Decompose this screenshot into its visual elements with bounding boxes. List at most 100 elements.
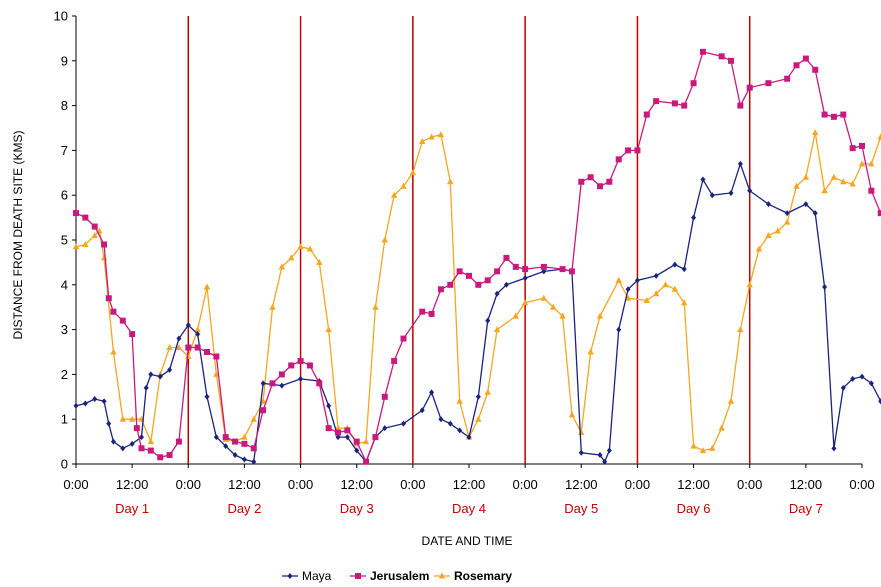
- data-point-jerusalem: [728, 57, 734, 64]
- data-point-maya: [868, 380, 874, 387]
- data-point-jerusalem: [690, 80, 697, 87]
- y-tick-label: 2: [61, 367, 68, 382]
- data-point-jerusalem: [353, 438, 360, 445]
- data-point-jerusalem: [129, 331, 136, 338]
- data-point-jerusalem: [381, 393, 388, 400]
- data-point-rosemary: [615, 276, 622, 283]
- data-point-rosemary: [578, 429, 585, 436]
- y-tick-label: 8: [61, 98, 68, 113]
- data-point-jerusalem: [250, 445, 257, 452]
- data-point-jerusalem: [428, 310, 435, 317]
- x-tick-label: 0:00: [625, 477, 650, 492]
- day-label: Day 5: [564, 501, 598, 516]
- x-tick-label: 0:00: [849, 477, 874, 492]
- data-point-maya: [728, 189, 734, 196]
- data-point-jerusalem: [372, 434, 379, 441]
- data-point-jerusalem: [241, 440, 248, 447]
- data-point-rosemary: [306, 245, 314, 252]
- data-point-rosemary: [203, 283, 211, 290]
- data-point-jerusalem: [634, 147, 641, 154]
- data-point-rosemary: [250, 415, 257, 422]
- data-point-jerusalem: [625, 147, 632, 154]
- data-point-rosemary: [840, 178, 847, 185]
- data-point-rosemary: [82, 240, 89, 247]
- data-point-jerusalem: [400, 335, 407, 342]
- data-point-rosemary: [390, 191, 398, 198]
- data-point-maya: [494, 290, 500, 297]
- data-point-maya: [260, 380, 266, 387]
- data-point-rosemary: [746, 281, 753, 288]
- x-tick-label: 0:00: [400, 477, 425, 492]
- data-point-jerusalem: [157, 454, 164, 461]
- data-point-rosemary: [718, 424, 725, 431]
- data-point-rosemary: [709, 444, 716, 451]
- data-point-rosemary: [624, 294, 632, 301]
- legend-label-rosemary: Rosemary: [454, 569, 512, 583]
- data-point-jerusalem: [784, 75, 791, 82]
- legend: Maya Jerusalem Rosemary: [282, 569, 512, 583]
- data-point-maya: [737, 160, 743, 167]
- data-point-jerusalem: [278, 371, 285, 378]
- legend-label-jerusalem: Jerusalem: [370, 569, 429, 583]
- data-point-maya: [326, 402, 332, 409]
- data-point-jerusalem: [840, 111, 847, 118]
- data-point-rosemary: [91, 232, 98, 239]
- data-point-rosemary: [568, 411, 576, 418]
- data-point-jerusalem: [597, 183, 603, 190]
- data-point-jerusalem: [447, 281, 454, 288]
- x-tick-label: 12:00: [116, 477, 149, 492]
- x-tick-label: 12:00: [790, 477, 823, 492]
- data-point-rosemary: [447, 178, 454, 185]
- data-point-jerusalem: [204, 349, 210, 355]
- data-point-rosemary: [259, 397, 267, 404]
- data-point-maya: [73, 402, 79, 409]
- data-point-maya: [129, 440, 135, 447]
- legend-marker-jerusalem: [355, 573, 361, 579]
- data-point-jerusalem: [147, 447, 154, 454]
- x-tick-label: 12:00: [565, 477, 598, 492]
- data-point-jerusalem: [512, 263, 519, 270]
- data-point-jerusalem: [260, 407, 267, 414]
- data-point-maya: [167, 366, 173, 373]
- data-point-jerusalem: [718, 53, 725, 60]
- data-point-jerusalem: [73, 210, 79, 217]
- data-point-maya: [157, 373, 163, 380]
- data-point-jerusalem: [133, 425, 140, 432]
- data-point-jerusalem: [765, 80, 772, 87]
- data-point-maya: [213, 434, 219, 441]
- data-point-jerusalem: [335, 429, 341, 436]
- data-point-jerusalem: [105, 295, 112, 302]
- data-point-rosemary: [419, 137, 426, 144]
- data-point-rosemary: [559, 312, 566, 319]
- data-point-rosemary: [288, 254, 295, 261]
- data-point-rosemary: [596, 312, 604, 319]
- data-point-maya: [878, 398, 881, 405]
- legend-item-maya: Maya: [282, 569, 332, 583]
- y-tick-label: 5: [61, 233, 68, 248]
- x-tick-label: 0:00: [737, 477, 762, 492]
- data-point-rosemary: [868, 160, 875, 167]
- data-point-rosemary: [372, 303, 379, 310]
- x-tick-label: 12:00: [340, 477, 373, 492]
- data-point-maya: [382, 425, 388, 432]
- data-point-rosemary: [316, 258, 323, 265]
- y-tick-label: 3: [61, 322, 68, 337]
- day-label: Day 4: [452, 501, 486, 516]
- data-point-jerusalem: [568, 268, 575, 275]
- data-point-rosemary: [643, 296, 650, 303]
- data-point-maya: [466, 434, 472, 441]
- data-point-jerusalem: [232, 438, 239, 445]
- x-tick-label: 0:00: [288, 477, 313, 492]
- data-point-jerusalem: [456, 268, 463, 275]
- data-point-rosemary: [428, 133, 435, 140]
- data-point-maya: [803, 201, 809, 208]
- data-point-rosemary: [175, 344, 183, 351]
- data-point-jerusalem: [877, 210, 881, 217]
- data-point-jerusalem: [419, 308, 426, 315]
- day-label: Day 2: [227, 501, 261, 516]
- data-point-jerusalem: [194, 344, 201, 351]
- data-point-rosemary: [765, 232, 772, 239]
- data-point-rosemary: [849, 180, 856, 187]
- data-point-maya: [82, 400, 88, 407]
